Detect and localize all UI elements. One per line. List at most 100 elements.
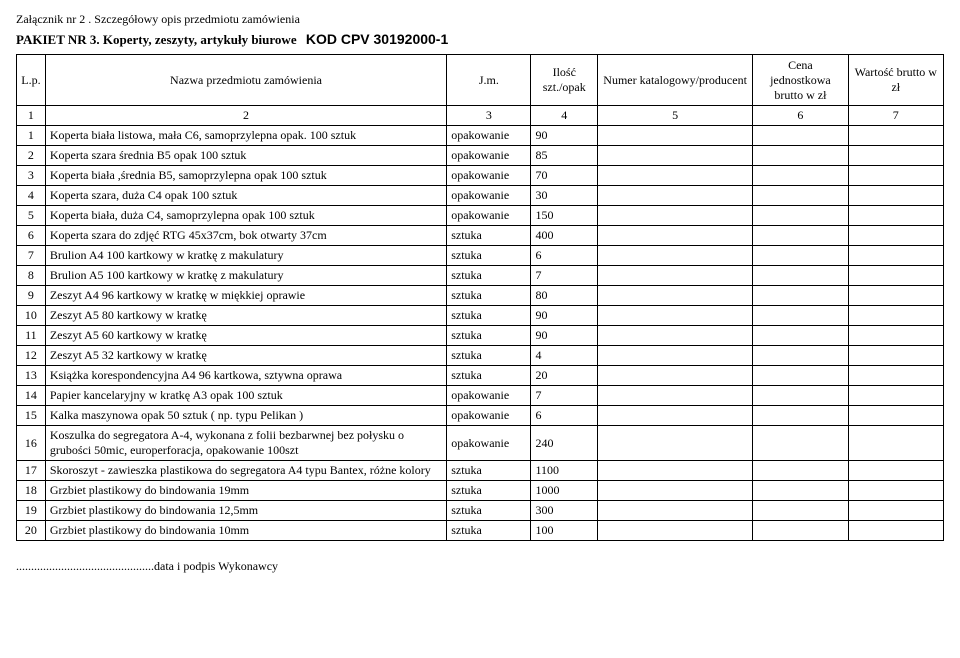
cell-name: Koperta biała ,średnia B5, samoprzylepna…	[45, 166, 446, 186]
footer-line: ........................................…	[16, 559, 944, 574]
cell-price	[753, 386, 848, 406]
cell-qty: 90	[531, 126, 598, 146]
cell-jm: sztuka	[447, 266, 531, 286]
cell-jm: sztuka	[447, 346, 531, 366]
colnum-4: 4	[531, 106, 598, 126]
cell-qty: 400	[531, 226, 598, 246]
table-row: 8Brulion A5 100 kartkowy w kratkę z maku…	[17, 266, 944, 286]
cell-name: Zeszyt A5 80 kartkowy w kratkę	[45, 306, 446, 326]
cell-lp: 20	[17, 521, 46, 541]
cell-lp: 4	[17, 186, 46, 206]
pakiet-line: PAKIET NR 3. Koperty, zeszyty, artykuły …	[16, 31, 944, 48]
cell-catalog	[598, 206, 753, 226]
cell-price	[753, 126, 848, 146]
cell-jm: sztuka	[447, 306, 531, 326]
cell-catalog	[598, 126, 753, 146]
cell-jm: sztuka	[447, 481, 531, 501]
cell-price	[753, 366, 848, 386]
cell-catalog	[598, 481, 753, 501]
cell-price	[753, 406, 848, 426]
cell-lp: 19	[17, 501, 46, 521]
cell-lp: 3	[17, 166, 46, 186]
cell-catalog	[598, 146, 753, 166]
cell-lp: 8	[17, 266, 46, 286]
cell-qty: 1000	[531, 481, 598, 501]
cell-catalog	[598, 326, 753, 346]
colnum-2: 2	[45, 106, 446, 126]
cell-value	[848, 306, 943, 326]
cell-catalog	[598, 186, 753, 206]
table-row: 14Papier kancelaryjny w kratkę A3 opak 1…	[17, 386, 944, 406]
cell-price	[753, 501, 848, 521]
table-row: 16Koszulka do segregatora A-4, wykonana …	[17, 426, 944, 461]
cell-qty: 100	[531, 521, 598, 541]
cell-price	[753, 426, 848, 461]
cell-value	[848, 521, 943, 541]
cell-jm: sztuka	[447, 226, 531, 246]
colnum-6: 6	[753, 106, 848, 126]
table-row: 17Skoroszyt - zawieszka plastikowa do se…	[17, 461, 944, 481]
cell-price	[753, 146, 848, 166]
cell-price	[753, 246, 848, 266]
table-row: 7Brulion A4 100 kartkowy w kratkę z maku…	[17, 246, 944, 266]
colnum-3: 3	[447, 106, 531, 126]
cell-catalog	[598, 406, 753, 426]
table-num-row: 1 2 3 4 5 6 7	[17, 106, 944, 126]
cell-jm: sztuka	[447, 521, 531, 541]
cell-value	[848, 266, 943, 286]
cell-price	[753, 266, 848, 286]
cell-qty: 300	[531, 501, 598, 521]
pakiet-desc: Koperty, zeszyty, artykuły biurowe	[103, 32, 297, 47]
cell-catalog	[598, 501, 753, 521]
table-header-row: L.p. Nazwa przedmiotu zamówienia J.m. Il…	[17, 55, 944, 106]
cell-price	[753, 481, 848, 501]
col-lp: L.p.	[17, 55, 46, 106]
cell-price	[753, 326, 848, 346]
cell-value	[848, 326, 943, 346]
cell-lp: 7	[17, 246, 46, 266]
cell-qty: 6	[531, 406, 598, 426]
cell-catalog	[598, 226, 753, 246]
cell-lp: 2	[17, 146, 46, 166]
cell-qty: 90	[531, 326, 598, 346]
cell-value	[848, 286, 943, 306]
cell-value	[848, 226, 943, 246]
table-row: 20Grzbiet plastikowy do bindowania 10mms…	[17, 521, 944, 541]
cell-value	[848, 386, 943, 406]
cell-name: Koperta biała, duża C4, samoprzylepna op…	[45, 206, 446, 226]
cell-value	[848, 366, 943, 386]
cell-qty: 85	[531, 146, 598, 166]
cell-qty: 6	[531, 246, 598, 266]
table-row: 9Zeszyt A4 96 kartkowy w kratkę w miękki…	[17, 286, 944, 306]
col-wartosc: Wartość brutto w zł	[848, 55, 943, 106]
cell-jm: opakowanie	[447, 186, 531, 206]
cell-jm: sztuka	[447, 501, 531, 521]
cell-name: Kalka maszynowa opak 50 sztuk ( np. typu…	[45, 406, 446, 426]
cell-name: Skoroszyt - zawieszka plastikowa do segr…	[45, 461, 446, 481]
cell-value	[848, 206, 943, 226]
cell-name: Koperta szara, duża C4 opak 100 sztuk	[45, 186, 446, 206]
signature-text: data i podpis Wykonawcy	[154, 559, 278, 573]
cell-lp: 14	[17, 386, 46, 406]
colnum-1: 1	[17, 106, 46, 126]
table-row: 15Kalka maszynowa opak 50 sztuk ( np. ty…	[17, 406, 944, 426]
table-row: 6Koperta szara do zdjęć RTG 45x37cm, bok…	[17, 226, 944, 246]
table-body: 1Koperta biała listowa, mała C6, samoprz…	[17, 126, 944, 541]
cell-name: Grzbiet plastikowy do bindowania 10mm	[45, 521, 446, 541]
table-row: 13Książka korespondencyjna A4 96 kartkow…	[17, 366, 944, 386]
table-row: 18Grzbiet plastikowy do bindowania 19mms…	[17, 481, 944, 501]
cell-value	[848, 246, 943, 266]
signature-dots: ........................................…	[16, 559, 154, 573]
cell-lp: 15	[17, 406, 46, 426]
cell-lp: 17	[17, 461, 46, 481]
cell-name: Papier kancelaryjny w kratkę A3 opak 100…	[45, 386, 446, 406]
cell-qty: 20	[531, 366, 598, 386]
table-row: 11Zeszyt A5 60 kartkowy w kratkęsztuka90	[17, 326, 944, 346]
cell-name: Brulion A5 100 kartkowy w kratkę z makul…	[45, 266, 446, 286]
col-ilosc: Ilość szt./opak	[531, 55, 598, 106]
cell-qty: 7	[531, 266, 598, 286]
col-numer: Numer katalogowy/producent	[598, 55, 753, 106]
cell-value	[848, 461, 943, 481]
cell-name: Grzbiet plastikowy do bindowania 12,5mm	[45, 501, 446, 521]
cell-name: Koperta biała listowa, mała C6, samoprzy…	[45, 126, 446, 146]
